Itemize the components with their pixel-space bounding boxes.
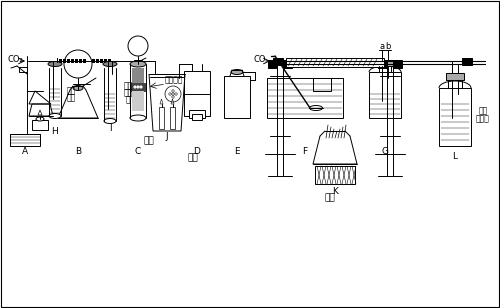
Text: 石灰水: 石灰水	[476, 115, 490, 124]
Text: K: K	[332, 187, 338, 196]
Bar	[439, 88, 471, 146]
Bar	[446, 73, 464, 80]
Text: D: D	[194, 147, 200, 156]
Ellipse shape	[104, 119, 116, 124]
Text: 图丙: 图丙	[324, 193, 336, 202]
Ellipse shape	[310, 106, 322, 111]
Text: E: E	[234, 147, 240, 156]
Text: B: B	[75, 147, 81, 156]
Text: 图乙: 图乙	[144, 136, 154, 145]
Bar	[462, 58, 472, 65]
Bar	[184, 71, 210, 116]
Bar	[313, 78, 331, 91]
Bar	[59, 59, 62, 63]
Ellipse shape	[103, 62, 117, 67]
Circle shape	[140, 86, 142, 88]
Bar	[224, 76, 250, 118]
Bar	[96, 59, 99, 63]
Text: 图甲: 图甲	[188, 153, 198, 163]
Circle shape	[134, 86, 136, 88]
Text: 石灰: 石灰	[124, 88, 132, 98]
Text: 石蕊: 石蕊	[66, 87, 76, 95]
Text: CO: CO	[253, 55, 266, 63]
Bar	[108, 59, 111, 63]
Ellipse shape	[231, 70, 243, 75]
Text: 多孔隔板: 多孔隔板	[165, 75, 183, 84]
Bar	[92, 59, 95, 63]
Bar	[67, 59, 70, 63]
Text: 水: 水	[126, 95, 130, 104]
Text: C: C	[135, 147, 141, 156]
Text: J: J	[166, 132, 168, 140]
Ellipse shape	[73, 86, 83, 91]
Bar	[189, 110, 205, 118]
Bar	[131, 83, 145, 91]
Bar	[83, 59, 86, 63]
Text: a: a	[380, 42, 384, 51]
Text: 澄清: 澄清	[478, 107, 488, 116]
Circle shape	[137, 86, 139, 88]
Bar	[100, 59, 103, 63]
Bar	[159, 107, 164, 129]
Bar	[19, 67, 27, 72]
Bar	[170, 107, 175, 129]
Bar	[104, 59, 107, 63]
Text: 澄清: 澄清	[124, 82, 132, 91]
Bar	[393, 60, 402, 68]
Bar	[10, 134, 40, 146]
Ellipse shape	[48, 62, 62, 67]
Bar	[71, 59, 74, 63]
Ellipse shape	[49, 114, 61, 119]
Text: F: F	[302, 147, 308, 156]
Bar	[377, 60, 393, 66]
Text: 试液: 试液	[66, 94, 76, 103]
Ellipse shape	[36, 117, 44, 121]
Bar	[32, 120, 48, 130]
Bar	[79, 59, 82, 63]
Bar	[132, 91, 144, 111]
Bar	[132, 68, 144, 83]
Text: G: G	[382, 147, 388, 156]
Text: L: L	[452, 152, 458, 160]
Text: A: A	[22, 147, 28, 156]
Bar	[378, 60, 387, 68]
Bar	[369, 72, 401, 118]
Bar	[315, 166, 355, 184]
Bar	[283, 60, 292, 68]
Ellipse shape	[130, 115, 146, 121]
Bar	[63, 59, 66, 63]
Bar	[286, 58, 384, 67]
Text: I: I	[108, 124, 112, 132]
Bar	[273, 58, 283, 65]
Bar	[268, 60, 277, 68]
Text: CO₂: CO₂	[8, 55, 24, 63]
Text: H: H	[52, 127, 59, 136]
Bar	[75, 59, 78, 63]
Ellipse shape	[130, 61, 146, 67]
Bar	[267, 78, 343, 118]
Text: b: b	[386, 42, 390, 51]
Bar	[192, 114, 202, 120]
